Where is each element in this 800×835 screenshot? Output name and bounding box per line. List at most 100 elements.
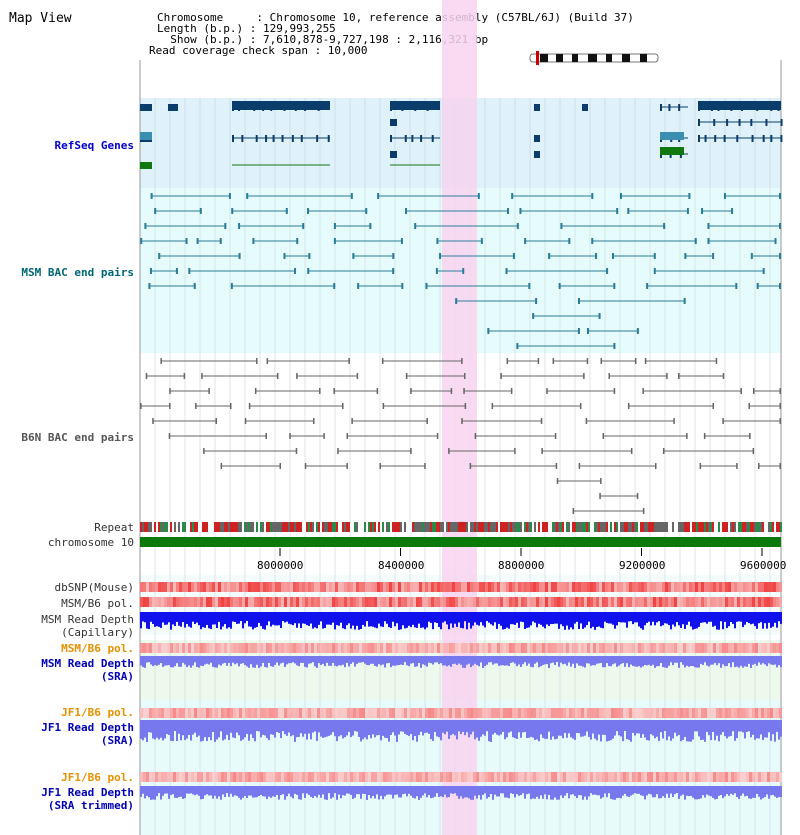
polymorphism-cell (215, 643, 218, 653)
polymorphism-cell (776, 582, 779, 592)
polymorphism-cell (380, 582, 383, 592)
read-depth-bar (718, 786, 720, 796)
read-depth-bar (288, 612, 290, 624)
gene-exon (698, 119, 700, 126)
polymorphism-cell (230, 772, 233, 782)
read-depth-bar (774, 656, 776, 665)
polymorphism-cell (374, 582, 377, 592)
repeat-mark (608, 522, 610, 532)
read-depth-bar (428, 720, 430, 734)
read-depth-bar (738, 786, 740, 799)
repeat-mark (442, 522, 444, 532)
gene-exon (168, 104, 178, 111)
read-depth-bar (152, 720, 154, 739)
read-depth-bar (356, 786, 358, 795)
repeat-mark (330, 522, 332, 532)
read-depth-bar (604, 786, 606, 794)
polymorphism-cell (431, 643, 434, 653)
polymorphism-cell (626, 597, 629, 607)
polymorphism-cell (623, 708, 626, 718)
polymorphism-cell (194, 643, 197, 653)
read-depth-bar (152, 656, 154, 667)
read-depth-bar (592, 656, 594, 666)
read-depth-bar (568, 612, 570, 630)
read-depth-bar (392, 720, 394, 733)
polymorphism-cell (140, 643, 143, 653)
polymorphism-cell (347, 582, 350, 592)
read-depth-bar (374, 786, 376, 799)
polymorphism-cell (767, 582, 770, 592)
polymorphism-cell (608, 582, 611, 592)
polymorphism-cell (503, 582, 506, 592)
read-depth-bar (420, 656, 422, 668)
polymorphism-cell (584, 772, 587, 782)
polymorphism-cell (545, 582, 548, 592)
repeat-mark (332, 522, 334, 532)
polymorphism-cell (371, 597, 374, 607)
polymorphism-cell (224, 597, 227, 607)
polymorphism-cell (275, 597, 278, 607)
polymorphism-cell (536, 597, 539, 607)
read-depth-bar (740, 656, 742, 666)
read-depth-bar (402, 656, 404, 666)
read-depth-bar (564, 656, 566, 664)
read-depth-bar (548, 656, 550, 668)
track-label-msm-bac[interactable]: MSM BAC end pairs (21, 266, 134, 279)
read-depth-bar (360, 786, 362, 799)
polymorphism-cell (323, 582, 326, 592)
b6n-bac-end (537, 358, 540, 364)
repeat-mark (742, 522, 744, 532)
read-depth-bar (748, 720, 750, 732)
polymorphism-cell (236, 708, 239, 718)
polymorphism-cell (242, 597, 245, 607)
read-depth-bar (408, 720, 410, 736)
read-depth-bar (240, 786, 242, 800)
read-depth-bar (178, 656, 180, 667)
b6n-bac-end (662, 448, 665, 454)
read-depth-bar (426, 720, 428, 733)
polymorphism-cell (611, 772, 614, 782)
repeat-mark (426, 522, 428, 532)
repeat-mark (156, 522, 158, 532)
read-depth-bar (604, 656, 606, 668)
polymorphism-cell (272, 597, 275, 607)
read-depth-bar (404, 786, 406, 794)
repeat-mark (568, 522, 570, 532)
polymorphism-cell (542, 643, 545, 653)
read-depth-bar (738, 656, 740, 668)
read-depth-bar (564, 786, 566, 796)
polymorphism-cell (161, 772, 164, 782)
repeat-mark (158, 522, 160, 532)
repeat-mark (242, 522, 244, 532)
repeat-mark (726, 522, 728, 532)
track-label-b6n-bac[interactable]: B6N BAC end pairs (21, 431, 134, 444)
polymorphism-cell (638, 597, 641, 607)
polymorphism-cell (497, 643, 500, 653)
read-depth-bar (182, 656, 184, 663)
polymorphism-cell (743, 643, 746, 653)
polymorphism-cell (230, 582, 233, 592)
polymorphism-cell (167, 582, 170, 592)
repeat-mark (746, 522, 748, 532)
polymorphism-cell (368, 597, 371, 607)
polymorphism-cell (419, 772, 422, 782)
read-depth-bar (530, 720, 532, 737)
polymorphism-cell (773, 582, 776, 592)
read-depth-bar (646, 786, 648, 796)
track-label-refseq[interactable]: RefSeq Genes (54, 139, 134, 152)
read-depth-bar (308, 656, 310, 664)
polymorphism-cell (650, 708, 653, 718)
read-depth-bar (640, 720, 642, 738)
read-depth-bar (580, 720, 582, 737)
track-label-jf1-depth-trim-sub: (SRA trimmed) (47, 799, 134, 812)
b6n-bac-end (642, 508, 645, 514)
polymorphism-cell (668, 772, 671, 782)
repeat-mark (372, 522, 374, 532)
read-depth-bar (162, 786, 164, 796)
read-depth-bar (336, 656, 338, 667)
polymorphism-cell (686, 643, 689, 653)
read-depth-bar (760, 656, 762, 665)
repeat-mark (634, 522, 636, 532)
read-depth-bar (274, 720, 276, 738)
